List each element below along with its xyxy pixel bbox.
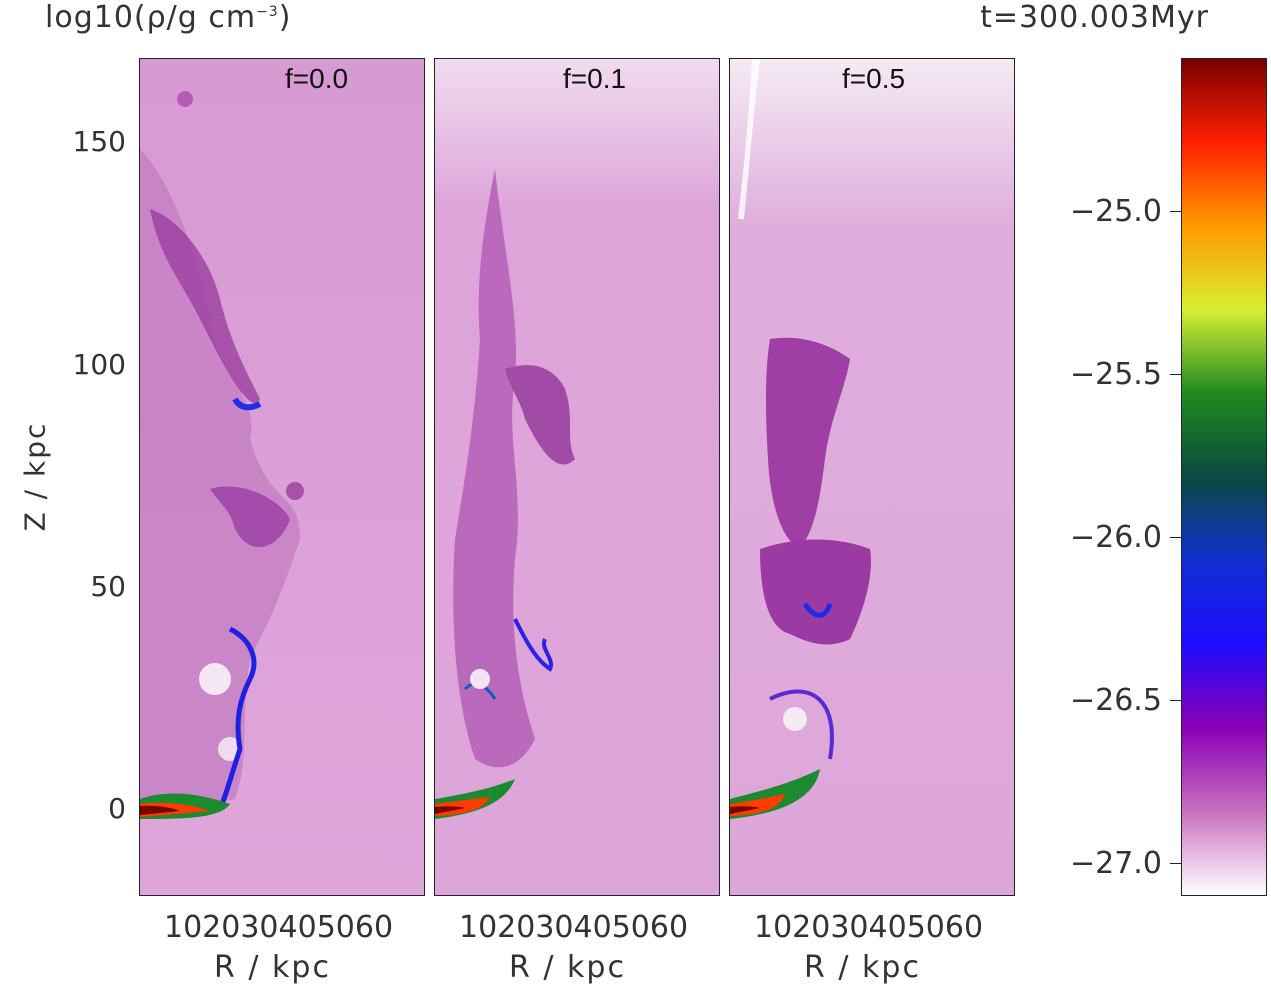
colorbar-tick-label: −25.0 — [1070, 194, 1162, 229]
colorbar-tick-label: −26.5 — [1070, 683, 1162, 718]
y-axis-label: Z / kpc — [18, 421, 52, 532]
y-tick-label: 150 — [72, 125, 126, 158]
colorbar — [1181, 58, 1267, 896]
time-label: t=300.003Myr — [980, 0, 1209, 35]
x-axis-label: R / kpc — [509, 950, 626, 985]
density-map-image — [435, 59, 719, 895]
density-panel-f05: f=0.5 — [729, 58, 1015, 896]
x-axis-label: R / kpc — [804, 950, 921, 985]
y-tick-label: 0 — [108, 792, 126, 825]
panel-label: f=0.1 — [563, 63, 627, 94]
panel-label: f=0.0 — [285, 63, 349, 94]
y-tick-label: 50 — [90, 570, 126, 603]
colorbar-tick-label: −25.5 — [1070, 357, 1162, 392]
density-panel-f01: f=0.1 — [434, 58, 720, 896]
x-tick-labels: 102030405060 — [164, 910, 394, 945]
density-map-image — [140, 59, 424, 895]
colorbar-tick-label: −27.0 — [1070, 846, 1162, 881]
x-tick-labels: 102030405060 — [754, 910, 984, 945]
x-tick-labels: 102030405060 — [459, 910, 689, 945]
density-map-image — [730, 59, 1014, 895]
panel-label: f=0.5 — [842, 63, 906, 94]
x-axis-label: R / kpc — [214, 950, 331, 985]
quantity-label: log10(ρ/g cm−3) — [45, 0, 292, 35]
density-panel-f0: f=0.0 — [139, 58, 425, 896]
colorbar-tick-label: −26.0 — [1070, 520, 1162, 555]
y-tick-label: 100 — [72, 348, 126, 381]
